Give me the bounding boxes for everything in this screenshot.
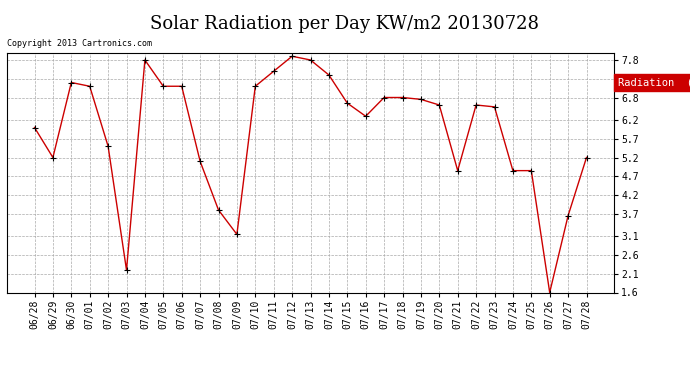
Text: Copyright 2013 Cartronics.com: Copyright 2013 Cartronics.com xyxy=(7,39,152,48)
Text: Solar Radiation per Day KW/m2 20130728: Solar Radiation per Day KW/m2 20130728 xyxy=(150,15,540,33)
Text: Radiation  (kW/m2): Radiation (kW/m2) xyxy=(618,78,690,87)
